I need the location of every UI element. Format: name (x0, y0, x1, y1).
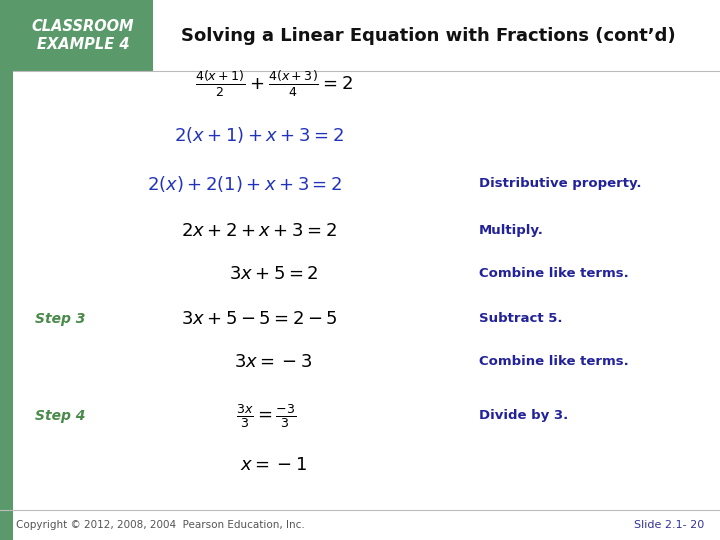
Text: Multiply.: Multiply. (479, 224, 544, 237)
Text: Slide 2.1- 20: Slide 2.1- 20 (634, 520, 704, 530)
FancyBboxPatch shape (0, 0, 13, 540)
Text: Combine like terms.: Combine like terms. (479, 355, 629, 368)
FancyBboxPatch shape (13, 0, 153, 71)
Text: $3x+5-5=2-5$: $3x+5-5=2-5$ (181, 309, 338, 328)
Text: $2(x+1)+x+3=2$: $2(x+1)+x+3=2$ (174, 125, 344, 145)
Text: Copyright © 2012, 2008, 2004  Pearson Education, Inc.: Copyright © 2012, 2008, 2004 Pearson Edu… (16, 520, 305, 530)
Text: $2x+2+x+3=2$: $2x+2+x+3=2$ (181, 221, 337, 240)
Text: Step 4: Step 4 (35, 409, 85, 423)
Text: Step 3: Step 3 (35, 312, 85, 326)
Text: Distributive property.: Distributive property. (479, 177, 642, 190)
Text: CLASSROOM
EXAMPLE 4: CLASSROOM EXAMPLE 4 (32, 19, 134, 52)
Text: $x=-1$: $x=-1$ (240, 456, 307, 475)
Text: $2(x)+2(1)+x+3=2$: $2(x)+2(1)+x+3=2$ (147, 173, 343, 194)
Text: $\frac{4(x+1)}{2}+\frac{4(x+3)}{4}=2$: $\frac{4(x+1)}{2}+\frac{4(x+3)}{4}=2$ (194, 69, 353, 99)
Text: Subtract 5.: Subtract 5. (479, 312, 562, 325)
Text: Divide by 3.: Divide by 3. (479, 409, 568, 422)
Text: Combine like terms.: Combine like terms. (479, 267, 629, 280)
Text: Solving a Linear Equation with Fractions (cont’d): Solving a Linear Equation with Fractions… (181, 26, 675, 45)
Text: $\frac{3x}{3}=\frac{-3}{3}$: $\frac{3x}{3}=\frac{-3}{3}$ (236, 402, 297, 430)
Text: $3x=-3$: $3x=-3$ (235, 353, 312, 371)
Text: $3x+5=2$: $3x+5=2$ (229, 265, 318, 283)
